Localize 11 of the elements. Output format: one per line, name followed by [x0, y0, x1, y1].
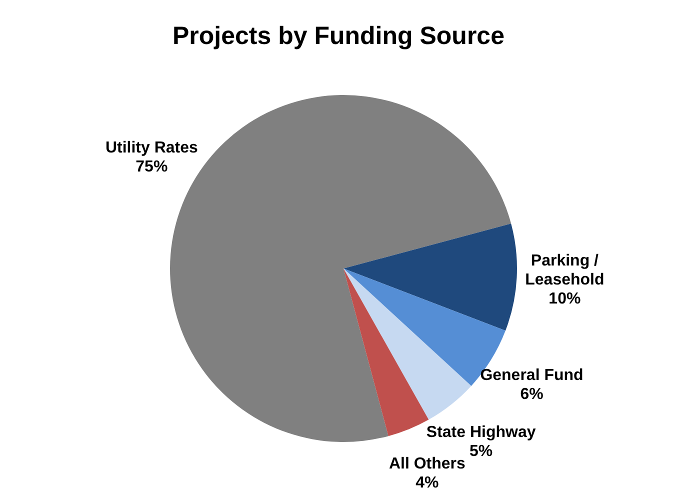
slice-label: State Highway [426, 424, 536, 441]
slice-label: All Others [388, 455, 466, 472]
data-label: 5% [470, 442, 493, 460]
data-label: 6% [520, 386, 544, 404]
slice-label: Parking / Leasehold [525, 252, 604, 288]
data-label: 75% [136, 158, 168, 176]
data-label: 4% [416, 474, 439, 492]
slice-label: Utility Rates [105, 140, 198, 157]
data-label: 10% [548, 290, 581, 308]
slice-label: General Fund [480, 367, 584, 384]
chart-title: Projects by Funding Source [172, 22, 506, 51]
